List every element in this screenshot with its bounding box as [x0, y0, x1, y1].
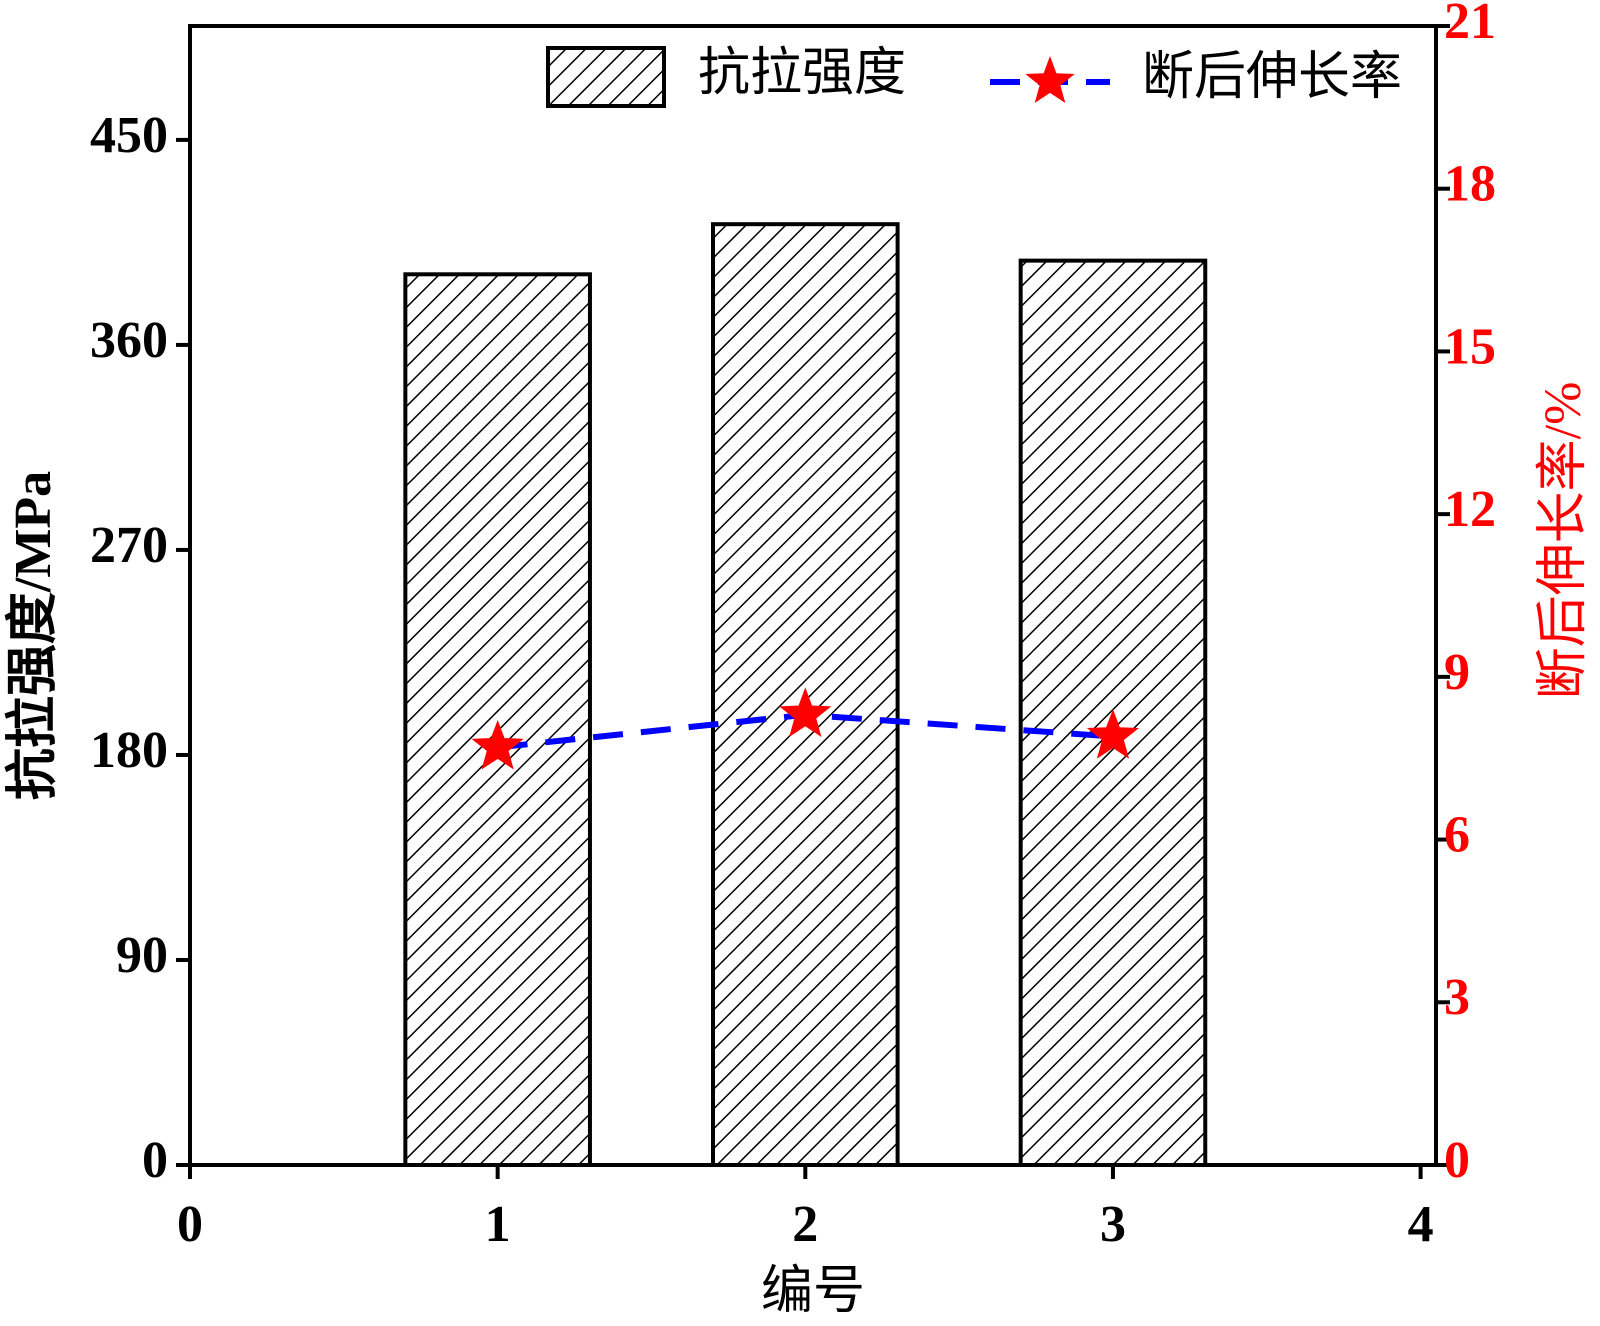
marker [471, 719, 524, 770]
x-tick-label: 2 [792, 1196, 818, 1253]
legend-label: 抗拉强度 [698, 45, 906, 102]
x-tick-label: 1 [485, 1196, 511, 1253]
y-tick-label: 360 [90, 312, 168, 369]
marker [1086, 709, 1140, 759]
y-tick-label: 180 [90, 722, 168, 779]
y2-tick-label: 0 [1444, 1132, 1470, 1189]
legend-swatch [546, 46, 666, 108]
y-tick-label: 450 [90, 107, 168, 164]
legend-marker [1025, 56, 1075, 103]
y2-tick-label: 6 [1444, 807, 1470, 864]
y-tick-label: 270 [90, 517, 168, 574]
y-axis-label: 抗拉强度/MPa [4, 471, 62, 800]
y2-tick-label: 15 [1444, 318, 1496, 375]
y2-tick-label: 18 [1444, 156, 1496, 213]
x-tick-label: 4 [1408, 1196, 1434, 1253]
y-tick-label: 0 [142, 1132, 168, 1189]
y2-tick-label: 9 [1444, 644, 1470, 701]
x-tick-label: 0 [177, 1196, 203, 1253]
y-tick-label: 90 [116, 927, 168, 984]
x-tick-label: 3 [1100, 1196, 1126, 1253]
bar [403, 272, 592, 1167]
x-axis-label: 编号 [761, 1263, 865, 1320]
legend-label: 断后伸长率 [1142, 49, 1402, 106]
y2-tick-label: 3 [1444, 969, 1470, 1026]
y2-tick-label: 21 [1444, 0, 1496, 50]
marker [779, 687, 832, 738]
y2-tick-label: 12 [1444, 481, 1496, 538]
y2-axis-label: 断后伸长率/% [1535, 382, 1592, 700]
